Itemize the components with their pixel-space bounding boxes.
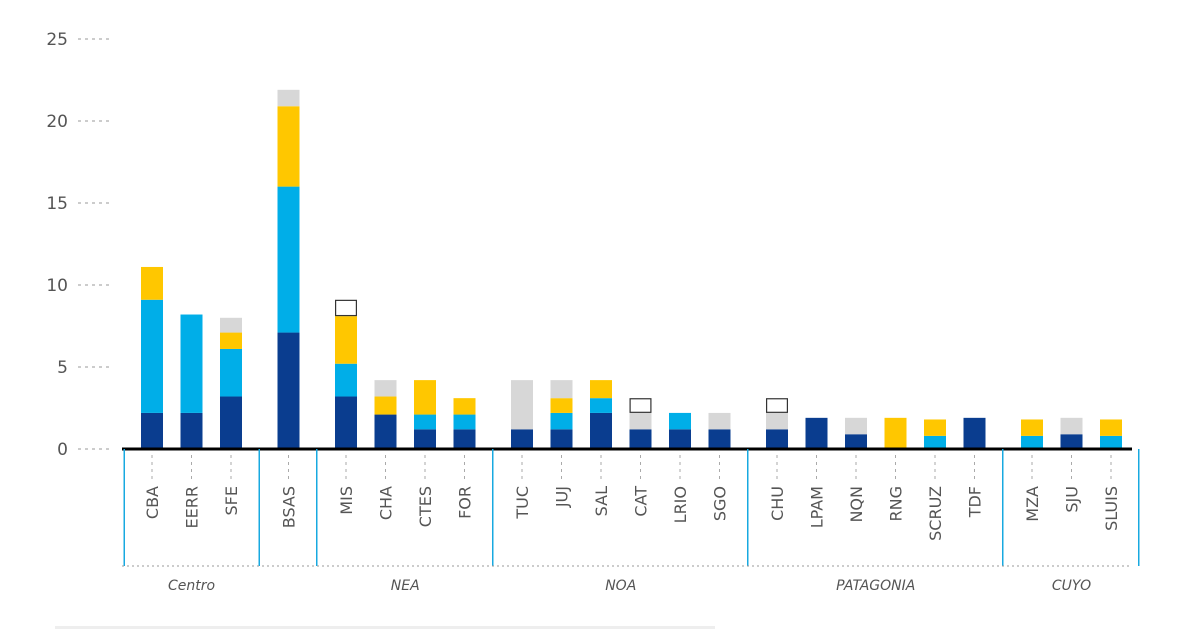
bar-segment-sgo [708,412,731,430]
category-label: CBA [143,486,162,519]
bar-segment-sluis [1100,435,1122,449]
bars [141,89,1122,449]
category-label: SGO [711,486,730,521]
bar-segment-chu [765,398,788,413]
category-label: SCRUZ [926,486,945,541]
bar-segment-nqn [845,434,867,449]
category-groups: Centro NEA NOA PATAGONIA CUYO [55,449,1140,629]
bar-segment-ctes [414,380,436,415]
bar-segment-cba [141,299,163,413]
category-label: LPAM [808,486,827,528]
category-label: TUC [513,486,532,520]
category-label: RNG [887,486,906,521]
bar-segment-bsas [277,186,300,333]
bar-segment-mis [335,363,357,397]
category-label: JUJ [553,486,572,508]
y-tick-label: 5 [57,358,68,378]
x-axis: CBA EERR SFE BSAS MIS CHA CTES FOR TUC JUJ SAL CAT L… [122,447,1132,541]
category-label: SFE [222,486,241,515]
group-label: NEA [391,578,420,594]
y-tick-label: 15 [46,194,68,214]
bar-segment-sal [590,412,612,449]
bar-segment-juj [550,398,573,413]
footer-rule [55,626,715,629]
bar-segment-juj [550,429,573,449]
bar-segment-scruz [924,435,946,449]
bar-segment-mis [335,396,357,449]
bar-segment-for [453,398,476,415]
bar-segment-cat [629,398,652,413]
bar-segment-mza [1021,419,1043,436]
category-label: CHU [768,486,787,521]
group-label: NOA [605,578,636,594]
bar-segment-bsas [277,332,300,449]
bar-segment-lpam [805,417,828,449]
bar-segment-bsas [277,106,300,187]
category-label: SJU [1063,486,1082,513]
bar-segment-cha [374,396,397,415]
y-tick-label: 25 [46,30,68,50]
category-label: CTES [416,486,435,527]
bar-segment-for [453,429,476,449]
bar-segment-cat [629,412,652,430]
category-label: SAL [592,486,611,516]
group-label: PATAGONIA [836,578,915,594]
bar-segment-cha [374,380,397,397]
category-label: MIS [337,486,356,515]
bar-segment-cba [141,412,163,449]
bar-segment-eerr [180,412,203,449]
bar-segment-mza [1021,435,1043,449]
bar-segment-tdf [963,417,986,449]
bar-segment-cba [141,266,163,300]
bar-segment-sfe [220,332,242,349]
bar-segment-sluis [1100,419,1122,436]
y-tick-label: 20 [46,112,68,132]
bar-segment-juj [550,380,573,399]
category-label: SLUIS [1102,486,1121,531]
category-label: CHA [377,486,396,520]
category-label: EERR [183,486,202,528]
bar-segment-ctes [414,429,436,449]
bar-segment-scruz [924,419,946,436]
bar-segment-tuc [511,380,533,430]
bar-segment-sfe [220,348,242,397]
bar-segment-for [453,414,476,430]
bar-segment-mis [335,299,358,317]
bar-segment-sfe [220,396,242,449]
bar-segment-sfe [220,317,242,333]
category-label: FOR [456,486,475,519]
category-label: BSAS [280,486,299,528]
y-axis: 0 5 10 15 20 25 [46,30,112,460]
bar-segment-sgo [708,429,731,449]
y-tick-label: 0 [57,440,68,460]
bar-segment-ctes [414,414,436,430]
category-label: MZA [1023,486,1042,522]
bar-segment-lrio [669,429,691,449]
bar-segment-lrio [669,412,691,430]
bar-segment-sju [1060,434,1083,449]
bar-segment-bsas [277,89,300,107]
bar-segment-nqn [845,417,867,435]
group-label: CUYO [1052,578,1091,594]
y-tick-label: 10 [46,276,68,296]
bar-segment-cha [374,414,397,449]
bar-segment-chu [766,412,788,430]
bar-segment-sju [1060,417,1083,435]
bar-segment-sal [590,398,612,413]
category-label: LRIO [671,486,690,523]
bar-segment-sal [590,380,612,399]
category-label: CAT [632,486,651,517]
bar-segment-eerr [180,314,203,413]
group-label: Centro [168,578,215,594]
bar-segment-chu [766,429,788,449]
category-label: TDF [966,486,985,518]
bar-segment-tuc [511,429,533,449]
bar-segment-cat [629,429,652,449]
category-label: NQN [847,486,866,523]
bar-segment-juj [550,412,573,430]
bar-segment-rng [884,417,907,449]
bar-segment-mis [335,316,357,364]
